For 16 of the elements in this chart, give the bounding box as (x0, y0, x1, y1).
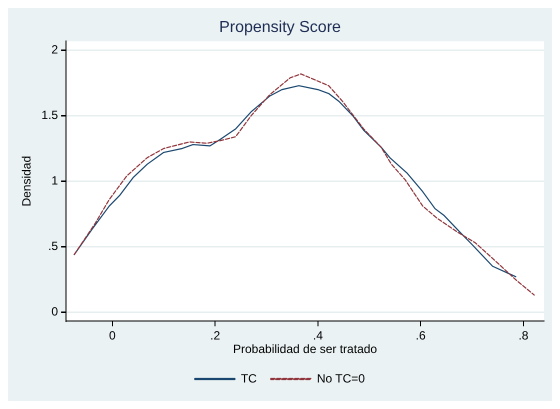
x-tick-label: .2 (210, 328, 220, 343)
x-axis-title: Probabilidad de ser tratado (232, 342, 378, 356)
line-series (74, 73, 535, 296)
y-axis-title: Densidad (20, 156, 34, 207)
x-tick-label: .6 (416, 328, 426, 343)
legend-label: TC (240, 371, 258, 386)
x-tick-label: .4 (312, 328, 324, 343)
y-tick-label: 1.5 (41, 108, 58, 122)
x-tick-label: 0 (108, 328, 116, 343)
chart-title: Propensity Score (219, 19, 342, 36)
y-tick-label: 1 (51, 174, 58, 188)
x-tick-label: .8 (518, 328, 529, 343)
y-tick-label: .5 (48, 238, 58, 253)
y-tick-label: 0 (51, 304, 58, 318)
y-tick-label: 2 (51, 42, 58, 57)
legend-label: No TC=0 (316, 371, 366, 386)
